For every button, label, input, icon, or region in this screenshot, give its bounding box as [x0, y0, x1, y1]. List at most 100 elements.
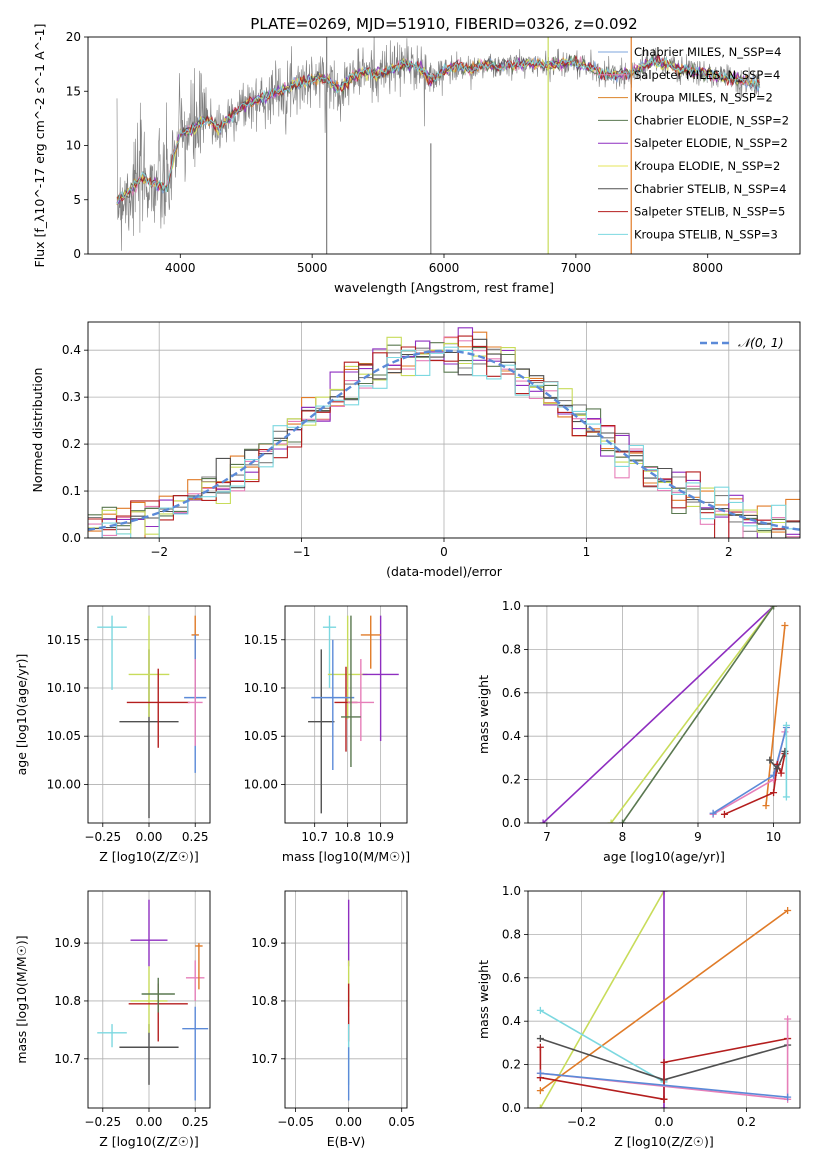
x-axis-label: E(B-V): [327, 1134, 366, 1149]
histogram-step: [88, 338, 800, 538]
y-tick-label: 0.8: [502, 642, 521, 656]
series-marker: [784, 1015, 792, 1023]
x-axis-label: wavelength [Angstrom, rest frame]: [334, 280, 554, 295]
x-tick-label: 0.0: [654, 1115, 673, 1129]
y-tick-label: 10.15: [244, 633, 278, 647]
residuals-panel: −2 −1 0 1 2 0.0 0.1 0.2 0.3 0.4 (data-model)/error…: [30, 321, 801, 579]
y-tick-label: 0: [73, 247, 81, 261]
series-marker: [781, 622, 789, 630]
series-line: [539, 891, 665, 1108]
series-marker: [660, 1104, 668, 1108]
x-tick-label: −2: [150, 545, 168, 559]
y-axis-label: age [log10(age/yr)]: [14, 654, 29, 776]
series-line: [540, 1076, 665, 1101]
errorbar-point: [128, 615, 170, 717]
series-marker: [762, 802, 770, 810]
mass-vs-Z-plot-area: [88, 891, 210, 1108]
legend-label: Kroupa MILES, N_SSP=2: [634, 91, 773, 105]
y-tick-label: 1.0: [502, 599, 521, 613]
mass-weight-vs-age-plot-area: [528, 606, 800, 823]
y-tick-label: 5: [73, 193, 81, 207]
series-marker: [770, 606, 778, 610]
y-tick-label: 10.10: [47, 681, 81, 695]
y-tick-label: 0.1: [62, 484, 81, 498]
mass-vs-Z-frame: [87, 890, 211, 1109]
y-tick-label: 0.0: [62, 531, 81, 545]
x-tick-label: 6000: [429, 261, 460, 275]
age-vs-mass-plot-area: [285, 606, 407, 823]
x-axis-label: (data-model)/error: [386, 564, 503, 579]
y-tick-label: 0.0: [502, 1101, 521, 1115]
series-marker: [536, 1087, 544, 1095]
y-tick-label: 10.15: [47, 633, 81, 647]
y-axis-label: mass [log10(M/M☉)]: [14, 935, 29, 1063]
y-tick-label: 20: [66, 30, 81, 44]
y-tick-label: 10.00: [244, 777, 278, 791]
y-tick-label: 0.2: [502, 1058, 521, 1072]
series-line: [610, 606, 775, 823]
x-tick-label: 4000: [165, 261, 196, 275]
y-tick-label: 10.8: [54, 994, 81, 1008]
x-axis-label: Z [log10(Z/Z☉)]: [614, 1134, 714, 1149]
y-tick-label: 10.00: [47, 777, 81, 791]
x-tick-label: 2: [725, 545, 733, 559]
series-marker: [720, 810, 728, 818]
spectrum-plot-area: [116, 37, 761, 254]
x-tick-label: −0.25: [84, 830, 121, 844]
mass-vs-ebv-plot-area: [285, 891, 407, 1108]
legend-label: 𝒩(0, 1): [738, 335, 784, 350]
age-vs-mass-panel: 10.7 10.8 10.9 10.00 10.05 10.10 10.15 mass [lo…: [244, 605, 410, 864]
y-tick-label: 0.8: [502, 927, 521, 941]
legend-label: Kroupa STELIB, N_SSP=3: [634, 227, 778, 241]
series-marker: [781, 747, 789, 755]
x-tick-label: 0.00: [136, 830, 163, 844]
x-tick-label: 0.00: [136, 1115, 163, 1129]
y-tick-label: 10.9: [251, 936, 278, 950]
y-axis-label: Normed distribution: [30, 368, 45, 493]
y-tick-label: 0.4: [502, 729, 521, 743]
figure-title: PLATE=0269, MJD=51910, FIBERID=0326, z=0…: [250, 15, 637, 33]
mass-weight-vs-Z-panel: −0.2 0.0 0.2 0.0 0.2 0.4 0.6 0.8 1.0 Z [log10(Z/Z…: [476, 884, 801, 1149]
x-tick-label: 10.7: [301, 830, 328, 844]
gaussian-curve: [88, 349, 800, 531]
series-marker: [536, 1104, 544, 1108]
y-axis-label: Flux [f_λ10^-17 erg cm^-2 s^-1 A^-1]: [32, 24, 47, 268]
mass-weight-vs-age-frame: [527, 605, 801, 824]
y-tick-label: 0.3: [62, 390, 81, 404]
age-vs-Z-frame: [87, 605, 211, 824]
errorbar-point: [141, 977, 175, 1013]
legend-label: Salpeter MILES, N_SSP=4: [634, 68, 780, 82]
series-line: [539, 1009, 665, 1083]
mass-weight-vs-age-panel: 7 8 9 10 0.0 0.2 0.4 0.6 0.8 1.0 age [log10(age/yr…: [476, 599, 801, 864]
y-tick-label: 10.9: [54, 936, 81, 950]
series-marker: [784, 907, 792, 915]
series-line: [542, 606, 775, 823]
errorbar-point: [362, 615, 399, 742]
series-marker: [782, 793, 790, 801]
y-tick-label: 1.0: [502, 884, 521, 898]
y-tick-label: 10: [66, 139, 81, 153]
x-tick-label: −1: [293, 545, 311, 559]
series-marker: [784, 1093, 792, 1101]
y-tick-label: 0.2: [62, 437, 81, 451]
x-tick-label: 8: [619, 830, 627, 844]
mass-vs-ebv-panel: −0.05 0.00 0.05 10.7 10.8 10.9 E(B-V): [251, 890, 415, 1149]
series-line: [621, 606, 775, 823]
age-vs-Z-plot-area: [88, 606, 210, 823]
x-tick-label: 7: [543, 830, 551, 844]
errorbar-point: [130, 966, 168, 1033]
x-tick-label: 10: [766, 830, 781, 844]
y-axis-label: mass weight: [476, 675, 491, 754]
x-tick-label: 8000: [692, 261, 723, 275]
errorbar-point: [195, 943, 203, 990]
series-marker: [709, 809, 717, 817]
x-axis-label: Z [log10(Z/Z☉)]: [99, 849, 199, 864]
y-axis-label: mass weight: [476, 960, 491, 1039]
y-tick-label: 0.4: [62, 343, 81, 357]
y-tick-label: 10.8: [251, 994, 278, 1008]
y-tick-label: 10.05: [47, 729, 81, 743]
x-tick-label: 0.25: [182, 830, 209, 844]
model-trace: [116, 51, 760, 202]
